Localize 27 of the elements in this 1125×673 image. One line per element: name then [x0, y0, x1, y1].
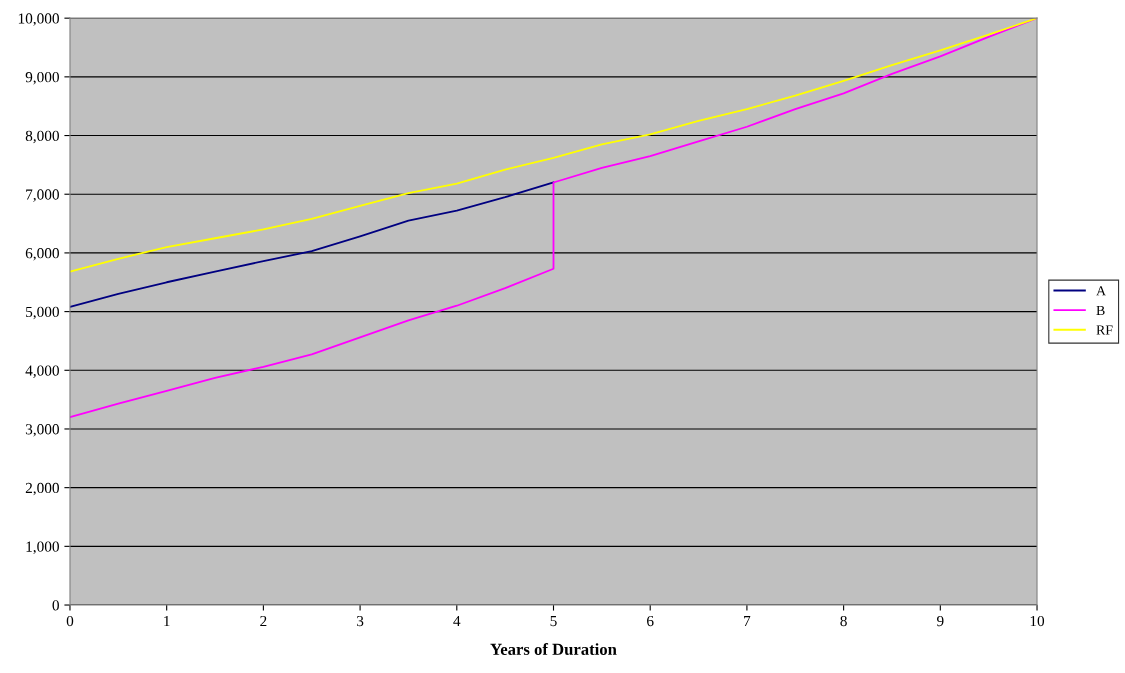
y-tick-label: 4,000 — [25, 365, 59, 378]
x-tick-label: 4 — [453, 615, 461, 627]
x-tick-label: 2 — [260, 615, 267, 627]
y-tick-label: 10,000 — [18, 13, 59, 26]
x-tick-label: 5 — [550, 616, 557, 627]
x-tick-label: 10 — [1030, 615, 1045, 627]
x-tick-label: 1 — [164, 615, 170, 627]
y-tick-label: 6,000 — [25, 248, 59, 261]
legend-label: RF — [1096, 325, 1113, 335]
y-tick-label: 1,000 — [26, 541, 59, 554]
x-tick-label: 0 — [66, 615, 74, 627]
line-series — [69, 181, 555, 308]
y-tick-label: 2,000 — [25, 482, 59, 496]
y-tick-label: 7,000 — [26, 189, 59, 202]
y-tick-label: 5,000 — [26, 306, 59, 320]
y-tick-label: 0 — [52, 600, 59, 611]
x-axis-title: Years of Duration — [490, 643, 617, 655]
x-tick-label: 7 — [744, 616, 751, 627]
legend-label: B — [1096, 305, 1105, 316]
y-tick-label: 3,000 — [25, 424, 59, 437]
x-tick-label: 9 — [936, 615, 944, 627]
y-tick-label: 8,000 — [25, 130, 59, 144]
y-tick-label: 9,000 — [25, 72, 59, 85]
x-tick-label: 6 — [647, 615, 654, 627]
x-tick-label: 8 — [840, 615, 847, 627]
legend-label: A — [1096, 286, 1106, 296]
x-tick-label: 3 — [357, 615, 364, 627]
